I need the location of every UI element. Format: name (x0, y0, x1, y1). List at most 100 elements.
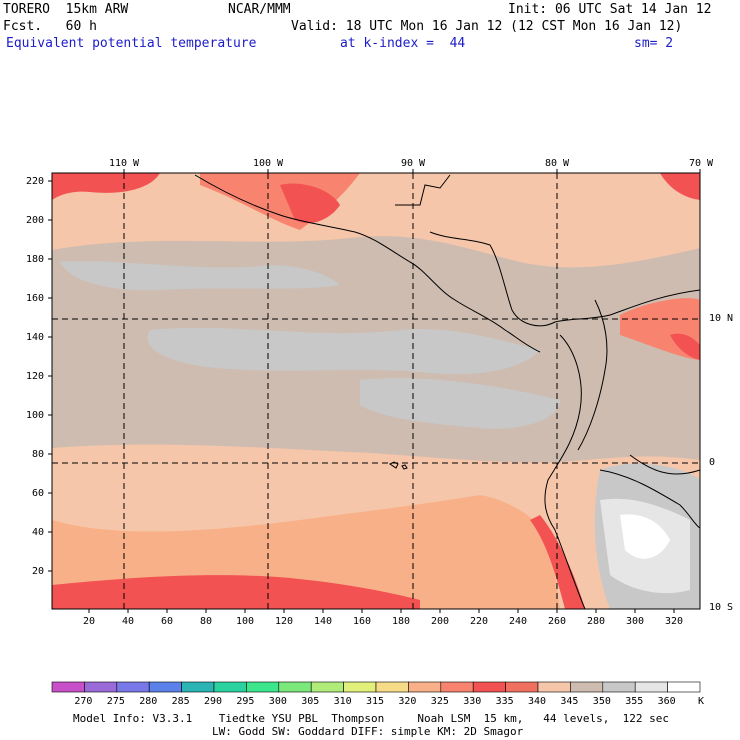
x-grid-label: 320 (664, 616, 684, 627)
northeast-325 (660, 173, 700, 200)
y-grid-label: 200 (25, 215, 44, 226)
color-scale-unit: K (698, 696, 705, 707)
x-grid-label: 40 (121, 616, 135, 627)
lon-label-90w: 90 W (400, 158, 426, 169)
x-grid-label: 20 (82, 616, 96, 627)
color-swatch (213, 681, 247, 693)
x-grid-label: 160 (352, 616, 372, 627)
color-scale-label: 285 (171, 696, 190, 707)
x-grid-label: 100 (235, 616, 255, 627)
color-swatch (278, 681, 312, 693)
x-grid-label: 300 (625, 616, 645, 627)
level-label: at k-index = 44 (340, 36, 466, 51)
organization-label: NCAR/MMM (228, 2, 291, 17)
bottom-ticks (88, 609, 675, 613)
y-grid-label: 180 (25, 254, 44, 265)
caribbean-coast (429, 231, 701, 327)
latlon-grid (52, 173, 700, 609)
color-swatch (440, 681, 474, 693)
coastal-325 (530, 515, 585, 609)
color-swatch (634, 681, 668, 693)
color-scale-label: 310 (333, 696, 352, 707)
color-scale-label: 315 (366, 696, 385, 707)
color-scale-label: 270 (74, 696, 93, 707)
color-scale-label: 305 (301, 696, 320, 707)
patch-350-east (360, 378, 560, 429)
plot-frame (51, 172, 701, 610)
south-america-pacific-coast (544, 334, 586, 610)
x-grid-label: 260 (547, 616, 567, 627)
color-swatch (375, 681, 409, 693)
top-ticks (123, 169, 701, 173)
color-scale-label: 325 (430, 696, 449, 707)
color-swatch (148, 681, 182, 693)
y-grid-label: 120 (25, 371, 44, 382)
color-swatch (472, 681, 506, 693)
x-grid-label: 60 (160, 616, 174, 627)
lon-label-100w: 100 W (252, 158, 284, 169)
border-ecuador (629, 454, 701, 475)
border-colombia (577, 299, 608, 451)
valid-time: Valid: 18 UTC Mon 16 Jan 12 (12 CST Mon … (291, 19, 683, 34)
color-scale-label: 295 (236, 696, 255, 707)
forecast-hour: Fcst. 60 h (3, 19, 97, 34)
color-swatch (116, 681, 150, 693)
x-grid-label: 240 (508, 616, 528, 627)
color-swatch (537, 681, 571, 693)
color-swatch (343, 681, 377, 693)
coastlines (194, 174, 701, 610)
color-scale-label: 300 (268, 696, 287, 707)
model-info-line2: LW: Godd SW: Goddard DIFF: simple KM: 2D… (212, 725, 524, 738)
model-info-line1: Model Info: V3.3.1 Tiedtke YSU PBL Thomp… (73, 712, 670, 725)
temperature-field (52, 173, 700, 609)
smoothing-label: sm= 2 (634, 36, 674, 51)
lat-label-10s: 10 S (709, 602, 734, 613)
color-scale-label: 350 (592, 696, 611, 707)
color-swatch (181, 681, 215, 693)
color-swatch (602, 681, 636, 693)
field-name: Equivalent potential temperature (6, 36, 257, 51)
color-scale-bar (51, 681, 701, 693)
color-swatch (570, 681, 604, 693)
x-grid-label: 280 (586, 616, 606, 627)
color-scale-label: 330 (463, 696, 482, 707)
patch-350-north (60, 261, 340, 291)
color-swatch (51, 681, 85, 693)
y-grid-label: 60 (31, 488, 44, 499)
patch-350-center (147, 327, 540, 375)
model-title: TORERO 15km ARW (3, 2, 129, 17)
color-swatch (667, 681, 701, 693)
lon-label-70w: 70 W (688, 158, 714, 169)
x-grid-label: 140 (313, 616, 333, 627)
venezuela-325 (670, 333, 700, 360)
color-scale-label: 340 (528, 696, 547, 707)
andes-360 (620, 514, 670, 559)
northwest-325 (52, 173, 160, 200)
x-grid-label: 200 (430, 616, 450, 627)
pacific-coast-central-america (194, 174, 541, 353)
color-swatch (408, 681, 442, 693)
y-grid-label: 80 (31, 449, 44, 460)
y-grid-label: 40 (31, 527, 44, 538)
lon-label-80w: 80 W (544, 158, 570, 169)
color-scale-label: 320 (398, 696, 417, 707)
lat-label-10n: 10 N (709, 313, 734, 324)
y-grid-label: 160 (25, 293, 44, 304)
north-330 (200, 173, 360, 230)
border-peru-brazil (599, 469, 701, 529)
x-grid-label: 120 (274, 616, 294, 627)
color-swatch (505, 681, 539, 693)
x-grid-label: 220 (469, 616, 489, 627)
y-grid-label: 100 (25, 410, 44, 421)
color-scale-label: 360 (657, 696, 676, 707)
color-swatch (246, 681, 280, 693)
y-grid-label: 20 (31, 566, 44, 577)
lat-label-equator: 0 (709, 457, 716, 468)
color-swatch (84, 681, 118, 693)
band-325-south (52, 575, 420, 609)
lon-label-110w: 110 W (108, 158, 140, 169)
y-grid-label: 220 (25, 176, 44, 187)
color-scale-label: 345 (560, 696, 579, 707)
left-ticks (48, 180, 52, 572)
color-scale-label: 280 (139, 696, 158, 707)
